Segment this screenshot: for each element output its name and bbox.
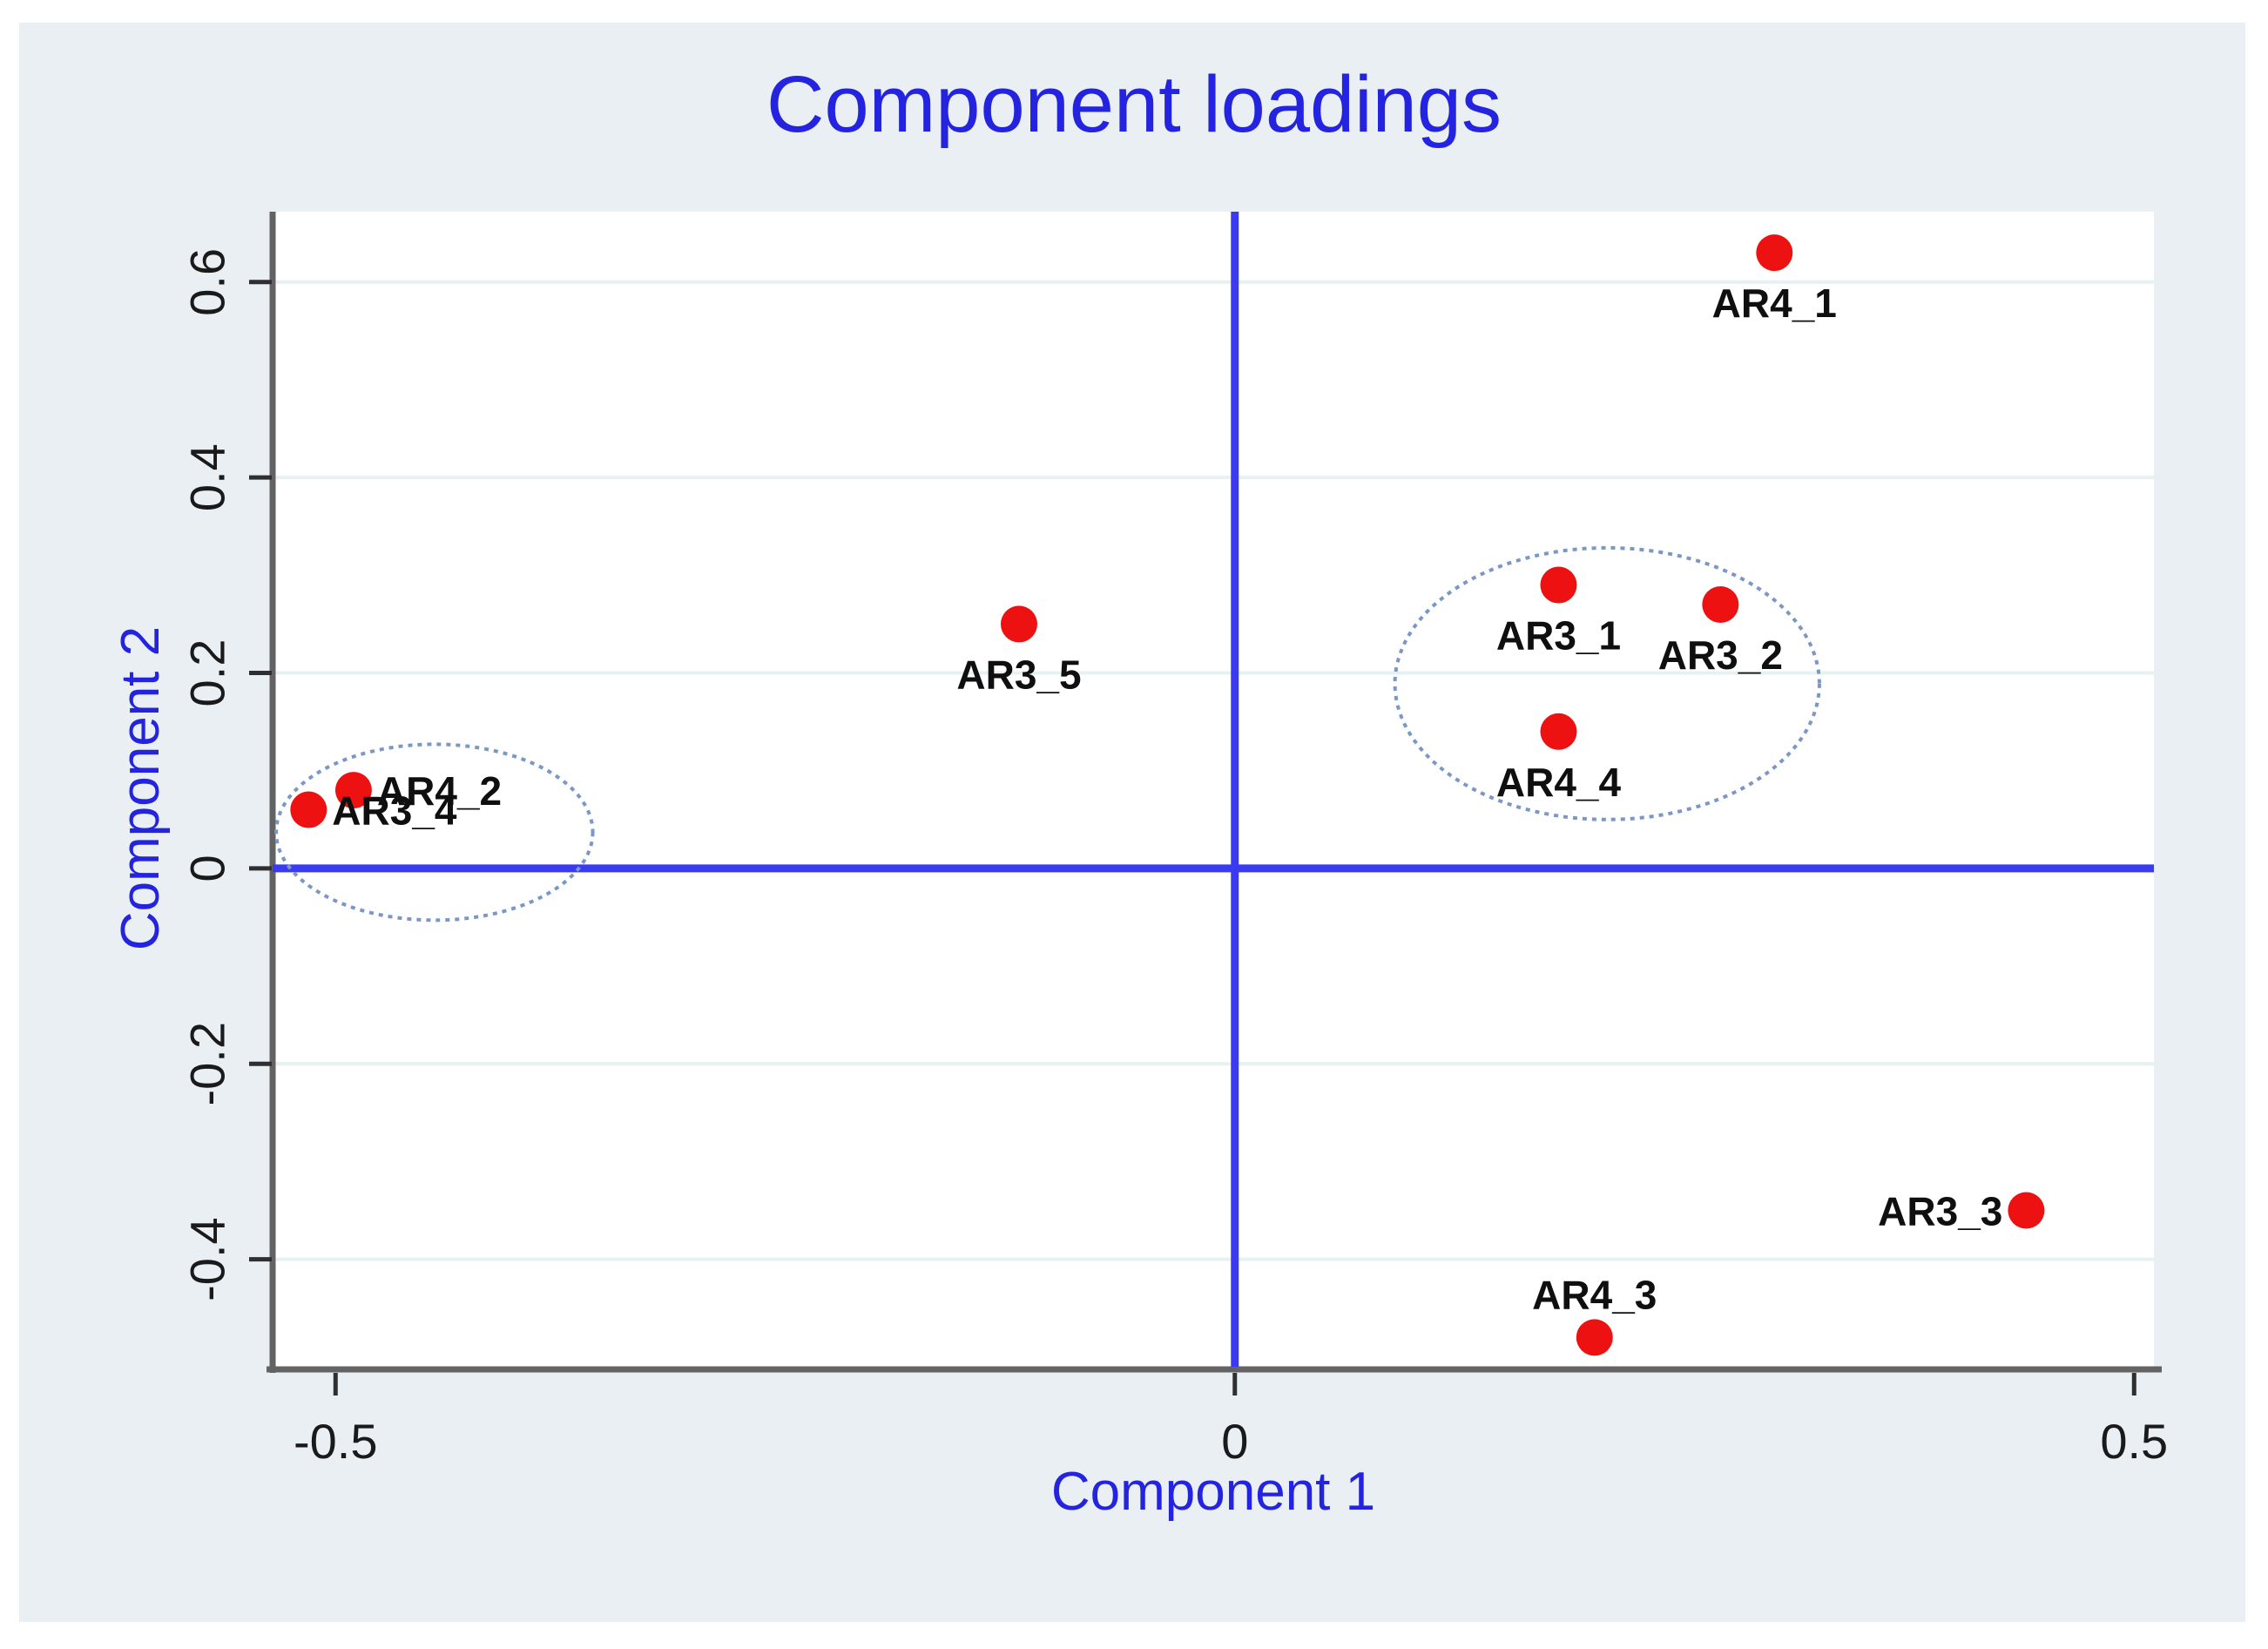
y-tick-label: -0.4	[180, 1217, 235, 1301]
y-tick-label: 0	[180, 855, 235, 882]
point-label: AR3_3	[1878, 1189, 2002, 1234]
point-label: AR4_3	[1532, 1272, 1657, 1317]
data-point	[1540, 566, 1577, 604]
y-tick-label: 0.6	[180, 248, 235, 316]
data-point	[1702, 585, 1739, 623]
y-axis-title: Component 2	[111, 625, 171, 951]
data-point	[334, 772, 372, 809]
point-label: AR4_2	[377, 768, 502, 814]
data-point	[1756, 234, 1793, 272]
x-tick-label: -0.5	[294, 1414, 378, 1469]
point-label: AR4_1	[1712, 280, 1837, 326]
point-label: AR3_5	[956, 652, 1081, 697]
cluster-ellipse	[274, 742, 595, 922]
y-tick-label: 0.4	[180, 443, 235, 511]
data-point	[1540, 713, 1577, 750]
x-tick-label: 0	[1221, 1414, 1248, 1469]
plot-area	[273, 212, 2154, 1367]
chart-title: Component loadings	[766, 60, 1502, 149]
data-point	[2008, 1192, 2045, 1229]
point-label: AR4_4	[1496, 760, 1622, 805]
point-label: AR3_1	[1496, 613, 1621, 659]
y-tick-label: -0.2	[180, 1022, 235, 1106]
y-tick-label: 0.2	[180, 639, 235, 707]
data-point	[290, 791, 327, 828]
cluster-ellipse	[1393, 545, 1821, 821]
point-label: AR3_2	[1658, 632, 1783, 678]
point-label: AR3_4	[332, 788, 457, 834]
x-tick-label: 0.5	[2100, 1414, 2168, 1469]
x-axis-title: Component 1	[1050, 1462, 1376, 1522]
data-point	[1000, 605, 1037, 643]
data-point	[1576, 1319, 1613, 1356]
